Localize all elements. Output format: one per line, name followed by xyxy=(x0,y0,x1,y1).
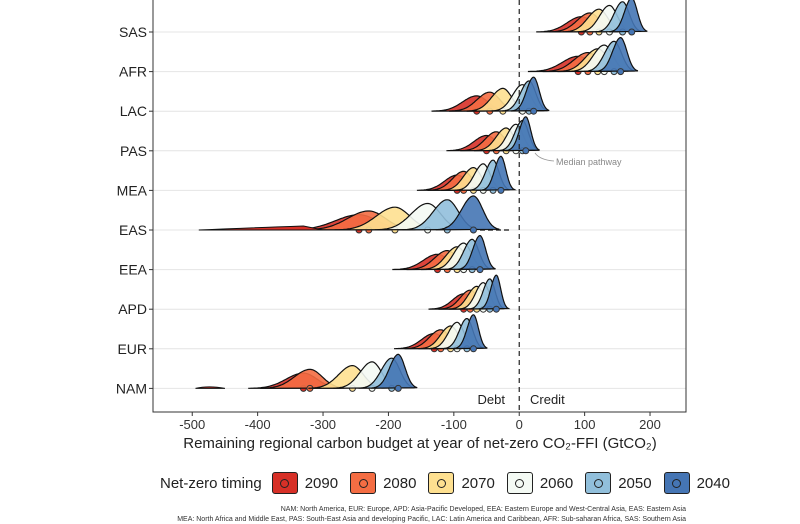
ridge-group-mea xyxy=(416,155,517,194)
x-tick-label: 200 xyxy=(639,417,661,432)
footnote-line-1: NAM: North America, EUR: Europe, APD: As… xyxy=(280,506,686,513)
plot-frame xyxy=(152,0,687,413)
ridge-group-lac xyxy=(431,76,550,115)
ridge-apd-2040 xyxy=(478,274,511,310)
ridges-layer xyxy=(195,0,648,392)
legend-item-2050: 2050 xyxy=(585,472,652,494)
ridge-group-nam xyxy=(248,353,418,392)
legend-dot xyxy=(280,478,290,488)
legend-swatch xyxy=(350,472,377,494)
median-point-eur-2040 xyxy=(469,345,477,353)
legend-item-2070: 2070 xyxy=(428,472,495,494)
y-tick-label-eas: EAS xyxy=(119,222,147,238)
median-point-pas-2040 xyxy=(522,147,530,155)
median-point-eas-2040 xyxy=(469,226,477,234)
legend-label: 2070 xyxy=(461,474,495,492)
x-tick-label: -500 xyxy=(179,417,205,432)
legend-dot xyxy=(515,478,525,488)
legend-label: 2060 xyxy=(539,474,574,492)
y-tick-label-sas: SAS xyxy=(119,24,147,40)
y-tick-label-nam: NAM xyxy=(116,380,147,396)
x-tick-label: -400 xyxy=(245,417,271,432)
ridge-group-eas xyxy=(283,195,500,234)
legend-title: Net-zero timing xyxy=(160,474,262,492)
ridge-group-eur xyxy=(393,314,488,353)
ridge-nam-2040 xyxy=(370,353,418,389)
legend-item-2060: 2060 xyxy=(506,472,574,494)
median-point-apd-2040 xyxy=(492,305,500,313)
debt-label: Debt xyxy=(478,392,506,407)
median-point-nam-2040 xyxy=(394,384,402,392)
median-annotation: Median pathway xyxy=(556,157,622,167)
axes-layer: SAS AFR LAC PAS MEA EAS EEA APD EUR NAM -500 -400 -3… xyxy=(116,0,687,432)
y-tick-label-pas: PAS xyxy=(120,143,147,159)
legend-swatch xyxy=(506,472,533,494)
ridge-group-apd xyxy=(428,274,511,313)
ridge-pas-2040 xyxy=(505,116,540,152)
ridge-nam-tail xyxy=(195,386,226,389)
y-tick-label-afr: AFR xyxy=(119,64,147,80)
legend-item-2080: 2080 xyxy=(350,472,416,494)
y-tick-label-eea: EEA xyxy=(119,262,148,278)
legend-swatch xyxy=(428,472,455,494)
x-tick-label: -300 xyxy=(310,417,336,432)
x-tick-label: 100 xyxy=(574,417,596,432)
x-tick-label: 0 xyxy=(516,417,523,432)
credit-label: Credit xyxy=(530,392,565,407)
legend-label: 2090 xyxy=(304,474,339,492)
median-point-mea-2040 xyxy=(497,186,505,194)
ridge-group-sas xyxy=(536,0,648,36)
y-tick-label-mea: MEA xyxy=(117,182,148,198)
y-tick-label-eur: EUR xyxy=(117,341,147,357)
ridge-group-eea xyxy=(392,235,496,274)
ridge-eur-2040 xyxy=(453,314,488,350)
legend-item-2040: 2040 xyxy=(663,472,730,494)
legend-label: 2080 xyxy=(383,474,417,492)
legend-label: 2050 xyxy=(618,474,652,492)
ridge-sas-2040 xyxy=(609,0,648,33)
legend-swatch xyxy=(663,472,690,494)
legend-dot xyxy=(436,478,446,488)
legend-swatch xyxy=(585,472,612,494)
ridge-group-afr xyxy=(527,37,639,76)
ridge-afr-2040 xyxy=(595,37,639,72)
median-point-afr-2040 xyxy=(617,68,625,76)
ridge-group-pas xyxy=(446,116,540,155)
ridge-eas-2040 xyxy=(435,195,500,231)
x-axis-label: Remaining regional carbon budget at year… xyxy=(183,435,657,452)
legend-label: 2040 xyxy=(696,474,730,492)
legend-dot xyxy=(672,478,682,488)
median-annotation-arrow xyxy=(534,152,555,162)
x-tick-label: -100 xyxy=(441,417,467,432)
ridge-eas-tail xyxy=(198,225,324,231)
legend-dot xyxy=(593,478,603,488)
x-tick-label: -200 xyxy=(375,417,401,432)
median-point-lac-2040 xyxy=(530,107,538,115)
legend-swatch xyxy=(271,472,298,494)
ridge-eea-2040 xyxy=(457,235,496,270)
y-tick-label-lac: LAC xyxy=(120,103,147,119)
median-point-eea-2040 xyxy=(476,266,484,274)
legend: Net-zero timing 2090 2080 2070 2060 2050 2040 xyxy=(160,472,742,494)
median-point-sas-2040 xyxy=(628,28,636,36)
legend-dot xyxy=(358,478,368,488)
legend-item-2090: 2090 xyxy=(271,472,339,494)
footnote-line-2: MEA: North Africa and Middle East, PAS: … xyxy=(177,516,686,523)
y-tick-label-apd: APD xyxy=(118,301,147,317)
ridge-lac-2040 xyxy=(510,76,550,112)
ridge-mea-2040 xyxy=(480,155,517,191)
